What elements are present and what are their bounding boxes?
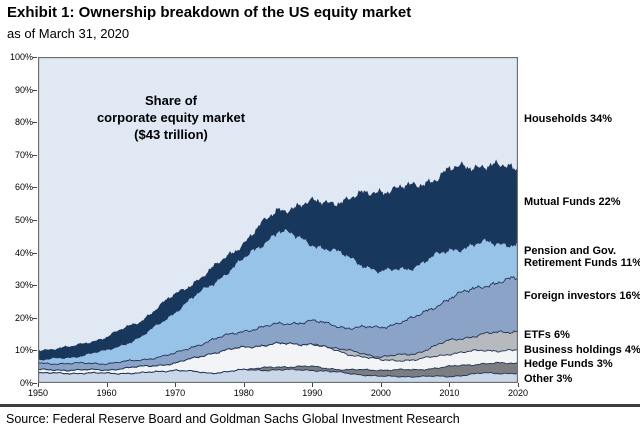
band-mutual-funds [38, 160, 518, 361]
x-tick-label: 2000 [370, 388, 391, 398]
y-tick-mark [33, 89, 37, 91]
annotation-line: ($43 trillion) [134, 127, 208, 142]
x-tick-label: 1980 [233, 388, 254, 398]
source-note: Source: Federal Reserve Board and Goldma… [6, 412, 460, 426]
y-tick-label: 40% [14, 247, 33, 258]
x-tick-mark [518, 383, 519, 387]
y-tick-mark [33, 154, 37, 156]
y-tick-label: 0% [19, 378, 33, 388]
boundary-pension-gov-retirement-funds [38, 227, 518, 361]
x-tick-mark [175, 383, 177, 387]
y-tick-mark [33, 350, 37, 352]
series-label-foreign-investors: Foreign investors 16% [524, 290, 640, 303]
y-tick-mark [33, 383, 37, 384]
y-tick-label: 50% [14, 215, 33, 225]
chart-area: 0% 10% 20% 30% 40% 50% 60% 70% 80% 90% 100% 1950 19… [9, 52, 640, 398]
band-other [38, 368, 518, 383]
annotation-line: Share of [144, 93, 197, 108]
y-tick-mark [33, 285, 37, 287]
y-tick-mark [33, 122, 37, 124]
y-tick-label: 10% [14, 345, 33, 356]
y-tick-label: 90% [14, 84, 33, 95]
boundary-foreign-investors [38, 276, 518, 366]
band-business-holdings [38, 342, 518, 375]
series-label-line: Pension and Gov. [524, 244, 617, 257]
stacked-area-chart [38, 57, 518, 383]
plot-frame [38, 57, 518, 383]
exhibit-subtitle: as of March 31, 2020 [7, 26, 130, 41]
x-tick-mark [380, 383, 382, 387]
x-tick-mark [449, 383, 451, 387]
series-label-pension-gov-retirement-funds: Pension and Gov. Retirement Funds 11% [524, 245, 640, 270]
y-tick-label: 30% [14, 280, 33, 291]
boundary-mutual-funds [38, 159, 518, 353]
series-label-hedge-funds: Hedge Funds 3% [524, 358, 613, 371]
series-label-other: Other 3% [524, 373, 572, 386]
x-tick-mark [106, 383, 108, 387]
boundary-hedge-funds [38, 361, 518, 375]
series-label-households: Households 34% [524, 113, 612, 126]
x-tick-label: 1970 [165, 388, 186, 398]
x-tick-label: 1960 [96, 388, 117, 398]
x-tick-label: 1950 [27, 388, 49, 398]
series-label-line: ETFs 6% [524, 329, 570, 342]
x-tick-mark [243, 383, 245, 387]
x-tick-label: 2020 [507, 388, 529, 398]
x-tick-mark [312, 383, 314, 387]
exhibit-title: Exhibit 1: Ownership breakdown of the US… [7, 4, 412, 21]
series-label-line: Households 34% [524, 112, 613, 125]
x-tick-mark [38, 383, 39, 387]
series-label-mutual-funds: Mutual Funds 22% [524, 196, 621, 209]
series-label-line: Foreign investors 16% [524, 290, 640, 303]
series-label-business-holdings: Business holdings 4% [524, 344, 640, 357]
y-tick-mark [33, 252, 37, 254]
y-tick-label: 80% [14, 117, 33, 128]
x-tick-label: 1990 [302, 388, 323, 398]
series-label-line: Mutual Funds 22% [524, 195, 621, 208]
y-tick-label: 100% [9, 52, 33, 62]
x-tick-label: 2010 [439, 388, 460, 398]
y-tick-label: 60% [14, 182, 33, 193]
y-tick-label: 20% [14, 312, 33, 323]
series-label-line: Retirement Funds 11% [524, 257, 640, 270]
y-tick-mark [33, 220, 37, 221]
annotation-line: corporate equity market [96, 110, 246, 125]
chart-annotation: Share of corporate equity market ($43 tril… [58, 92, 284, 143]
series-label-etfs: ETFs 6% [524, 329, 570, 342]
series-label-line: Business holdings 4% [524, 344, 640, 357]
boundary-etfs [38, 330, 518, 372]
band-pension-gov-retirement-funds [38, 228, 518, 365]
divider-line [0, 404, 640, 407]
series-label-line: Other 3% [524, 372, 573, 385]
series-label-line: Hedge Funds 3% [524, 358, 613, 371]
y-tick-mark [33, 317, 37, 319]
y-tick-label: 70% [14, 149, 33, 160]
y-tick-mark [33, 57, 37, 58]
y-tick-mark [33, 187, 37, 189]
